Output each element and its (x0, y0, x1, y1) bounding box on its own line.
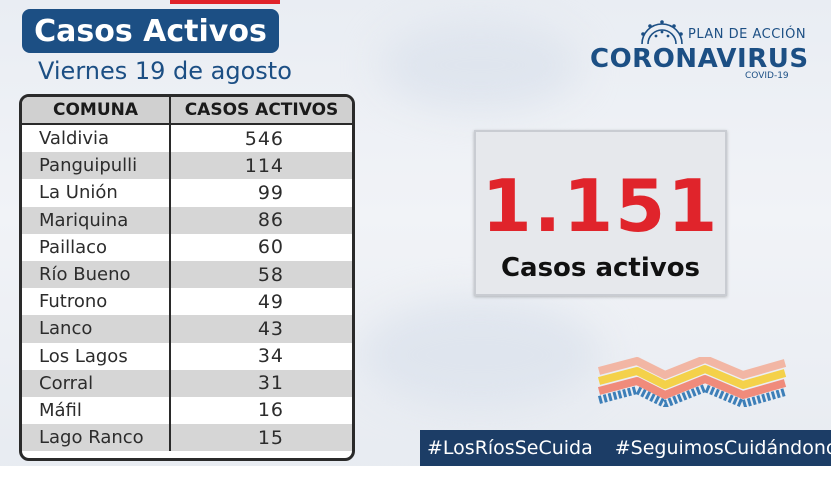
table-row: Lago Ranco 15 (22, 424, 352, 452)
casos-cell: 15 (257, 426, 284, 449)
table-row: Máfil 16 (22, 396, 352, 425)
total-cases-card: 1.151 Casos activos (474, 130, 727, 296)
table-row: Río Bueno 58 (22, 260, 352, 289)
hashtag-banner: #LosRíosSeCuida #SeguimosCuidándonos (420, 430, 831, 466)
hashtag-los-rios: #LosRíosSeCuida (427, 437, 593, 459)
comuna-cell: Futrono (22, 288, 171, 316)
hashtag-seguimos: #SeguimosCuidándonos (614, 437, 831, 459)
casos-cell: 114 (244, 154, 284, 177)
comuna-cell: Mariquina (22, 206, 171, 234)
table-header: COMUNA CASOS ACTIVOS (22, 97, 352, 125)
comuna-cell: Corral (22, 369, 171, 397)
comuna-cell: Río Bueno (22, 260, 171, 289)
table-body: Valdivia 546 Panguipulli 114 La Unión 99 Mariq… (22, 125, 352, 452)
bottom-strip (0, 466, 831, 481)
page-title: Casos Activos (22, 9, 279, 53)
table-row: Mariquina 86 (22, 206, 352, 234)
comuna-cell: Los Lagos (22, 342, 171, 370)
total-cases-number: 1.151 (481, 164, 720, 248)
casos-cell: 31 (257, 372, 284, 395)
background-cloud (380, 20, 580, 110)
comuna-cell: Valdivia (22, 125, 171, 153)
logo-plan-text: PLAN DE ACCIÓN (688, 27, 807, 42)
table-row: Panguipulli 114 (22, 152, 352, 180)
table-row: Lanco 43 (22, 315, 352, 343)
table-row: Los Lagos 34 (22, 342, 352, 370)
table-row: Paillaco 60 (22, 233, 352, 261)
table-row: Futrono 49 (22, 288, 352, 316)
page-title-text: Casos Activos (34, 13, 267, 49)
comuna-cell: Lanco (22, 315, 171, 343)
table-row: Corral 31 (22, 369, 352, 397)
column-header-casos: CASOS ACTIVOS (184, 100, 339, 120)
casos-cell: 60 (257, 236, 284, 259)
column-header-comuna: COMUNA (22, 97, 171, 123)
casos-cell: 99 (257, 181, 284, 204)
title-accent-bar (170, 0, 280, 4)
table-row: La Unión 99 (22, 179, 352, 207)
casos-cell: 58 (257, 263, 284, 286)
comuna-cell: La Unión (22, 179, 171, 207)
logo-covid-text: COVID-19 (745, 71, 789, 81)
cases-table: COMUNA CASOS ACTIVOS Valdivia 546 Panguipu… (19, 94, 355, 461)
background-cloud (360, 300, 600, 410)
casos-cell: 43 (257, 317, 284, 340)
casos-cell: 34 (257, 345, 284, 368)
date-subtitle: Viernes 19 de agosto (38, 57, 292, 85)
total-cases-label: Casos activos (500, 253, 701, 283)
comuna-cell: Lago Ranco (22, 424, 171, 452)
casos-cell: 16 (257, 399, 284, 422)
logo-main-text: CORONAVIRUS (590, 44, 809, 74)
regional-wave-logo (597, 357, 787, 407)
comuna-cell: Panguipulli (22, 152, 171, 180)
table-row: Valdivia 546 (22, 125, 352, 153)
casos-cell: 86 (257, 209, 284, 232)
casos-cell: 546 (244, 127, 284, 150)
casos-cell: 49 (257, 290, 284, 313)
comuna-cell: Paillaco (22, 233, 171, 261)
comuna-cell: Máfil (22, 396, 171, 425)
virus-icon (641, 20, 683, 45)
